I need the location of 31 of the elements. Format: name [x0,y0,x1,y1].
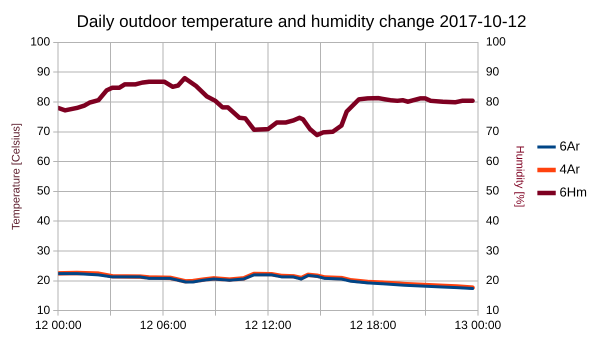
y2-tick-label: 70 [486,124,500,138]
x-tick-label: 12 12:00 [244,318,292,332]
legend-label: 6Hm [560,184,588,200]
y-tick-label: 40 [36,214,51,228]
y-tick-label: 60 [36,154,51,168]
y-tick-label: 90 [36,64,51,79]
y-tick-label: 70 [36,124,51,138]
legend-label: 6Ar [560,138,580,154]
y2-axis-title: Humidity [%] [513,146,526,208]
y2-tick-label: 40 [486,214,500,228]
x-tick-label: 12 18:00 [350,318,397,332]
y-tick-label: 20 [36,273,51,288]
y-axis-title: Temperature [Celsius] [10,123,23,230]
y2-tick-label: 60 [486,154,500,168]
y2-tick-label: 30 [486,243,500,258]
y-tick-label: 30 [36,243,51,258]
y2-tick-label: 20 [486,273,500,288]
chart-title: Daily outdoor temperature and humidity change 2017-10-12 [76,12,526,31]
y2-tick-label: 100 [486,34,506,49]
y2-tick-label: 80 [486,94,500,108]
y2-tick-label: 50 [486,184,500,198]
x-tick-label: 13 00:00 [454,318,502,332]
y-tick-label: 100 [30,34,51,49]
x-tick-label: 12 00:00 [34,318,82,332]
y-tick-label: 10 [36,302,51,317]
legend-label: 4Ar [560,162,580,177]
y2-tick-label: 90 [486,64,500,79]
y-tick-label: 80 [36,94,51,108]
x-tick-label: 12 06:00 [140,318,187,332]
y2-tick-label: 10 [486,302,500,317]
y-tick-label: 50 [36,184,51,198]
